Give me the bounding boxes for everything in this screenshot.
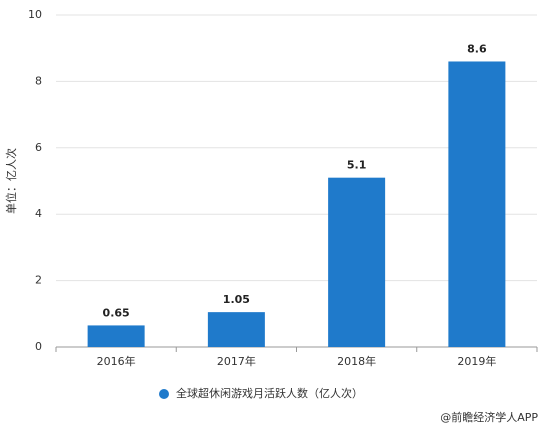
legend-marker	[159, 389, 169, 399]
y-tick-label: 10	[28, 8, 42, 21]
y-axis-label: 单位：亿人次	[4, 148, 18, 214]
value-label: 1.05	[223, 293, 250, 306]
bar	[87, 325, 145, 347]
x-tick-label: 2017年	[217, 354, 256, 368]
y-tick-label: 0	[35, 340, 42, 353]
y-tick-label: 6	[35, 141, 42, 154]
value-label: 8.6	[467, 42, 487, 55]
legend-label: 全球超休闲游戏月活跃人数（亿人次）	[176, 386, 363, 400]
x-tick-label: 2019年	[457, 354, 496, 368]
bar	[207, 312, 265, 347]
y-tick-label: 2	[35, 274, 42, 287]
y-tick-label: 4	[35, 207, 42, 220]
value-label: 5.1	[347, 159, 367, 172]
y-tick-label: 8	[35, 74, 42, 87]
bar	[328, 177, 386, 347]
bar	[448, 61, 506, 347]
x-tick-label: 2018年	[337, 354, 376, 368]
x-tick-label: 2016年	[97, 354, 136, 368]
source: @前瞻经济学人APP	[440, 410, 538, 424]
value-label: 0.65	[103, 306, 130, 319]
